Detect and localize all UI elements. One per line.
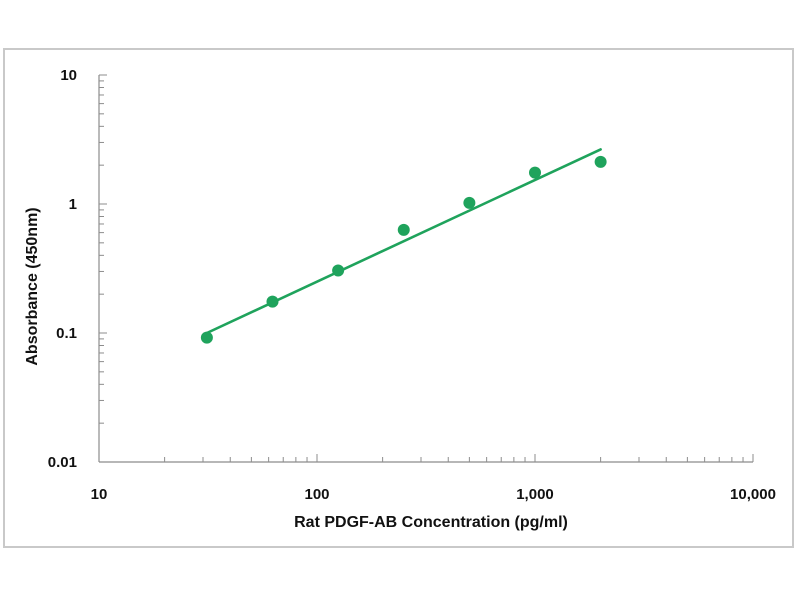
y-tick-label: 10 (60, 67, 77, 84)
y-tick-label: 0.1 (56, 325, 77, 342)
fit-line (205, 148, 602, 335)
data-point (200, 331, 213, 344)
y-tick-labels: 0.01 0.1 1 10 (48, 67, 77, 471)
x-tick-label: 10,000 (730, 486, 776, 503)
standard-curve-chart: 10 100 1,000 10,000 0.01 0.1 1 10 Rat PDGF-AB … (24, 67, 776, 531)
y-tick-label: 0.01 (48, 454, 77, 471)
x-tick-labels: 10 100 1,000 10,000 (91, 486, 776, 503)
chart-frame: 10 100 1,000 10,000 0.01 0.1 1 10 Rat PDGF-AB … (3, 48, 794, 548)
data-point (529, 166, 541, 179)
x-axis-label: Rat PDGF-AB Concentration (pg/ml) (294, 514, 568, 531)
data-point (397, 223, 410, 236)
y-tick-label: 1 (69, 196, 77, 213)
x-tick-label: 10 (91, 486, 108, 503)
data-point (463, 196, 476, 209)
x-tick-label: 100 (304, 486, 329, 503)
axes (98, 74, 754, 463)
data-point (266, 295, 279, 308)
data-points-layer (200, 155, 607, 344)
data-point (332, 264, 345, 277)
data-point (594, 155, 607, 168)
x-tick-label: 1,000 (516, 486, 554, 503)
fit-line-layer (205, 148, 602, 335)
y-axis-label: Absorbance (450nm) (24, 207, 41, 365)
